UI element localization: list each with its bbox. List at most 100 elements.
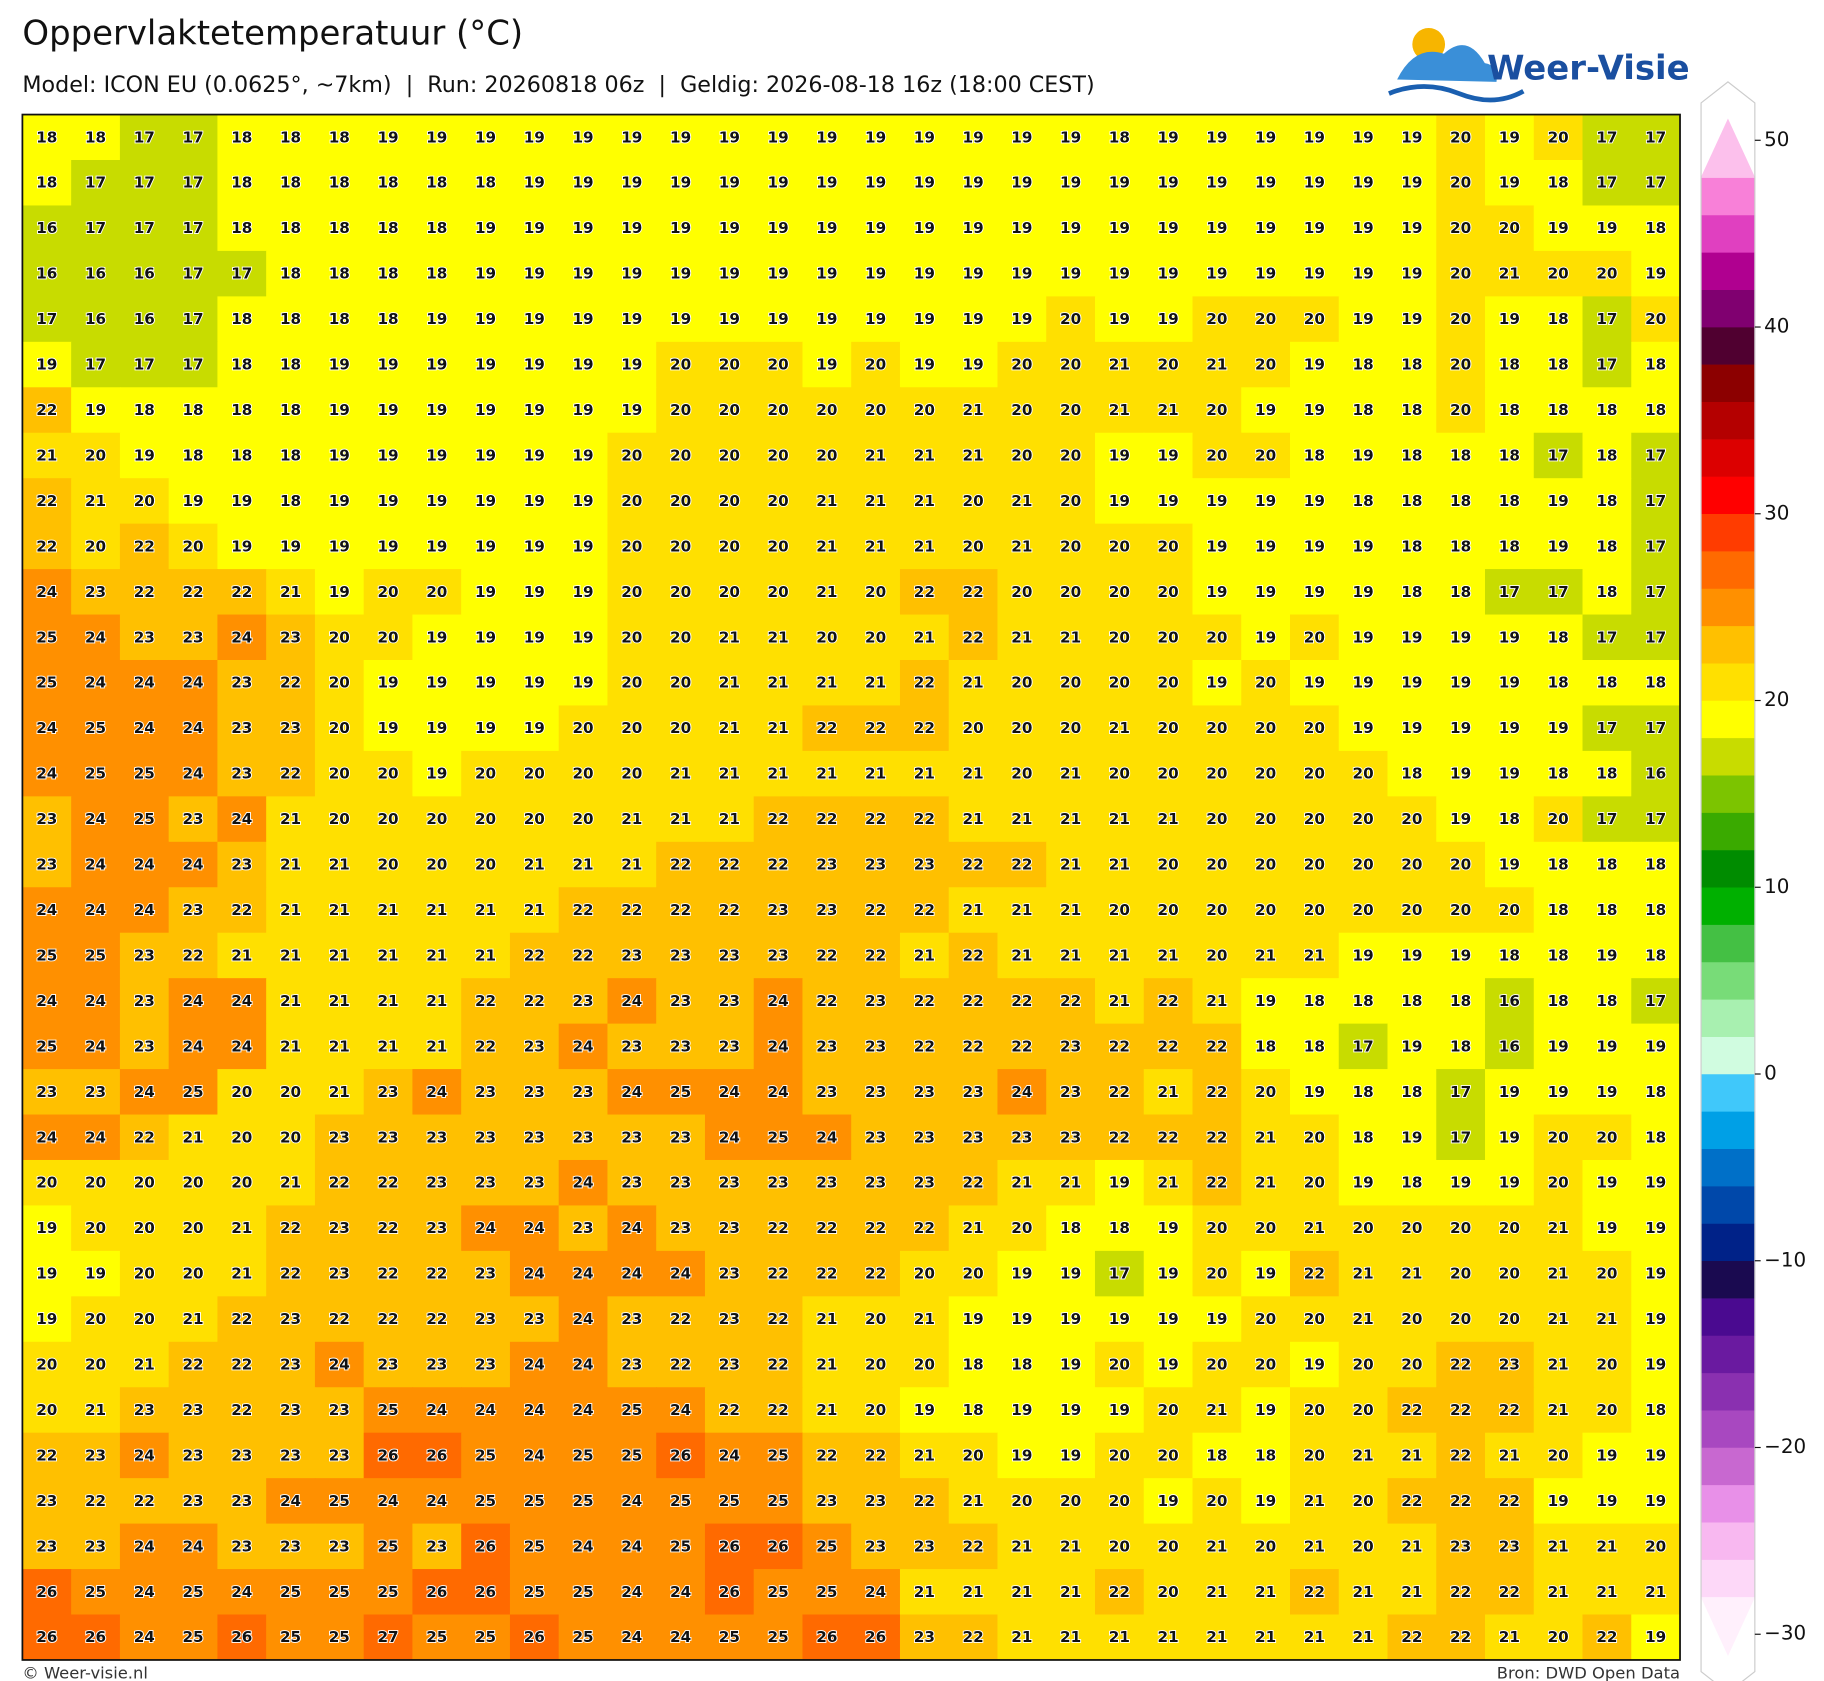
temperature-label: 20 — [670, 401, 691, 419]
temperature-label: 22 — [914, 583, 935, 601]
temperature-label: 20 — [719, 401, 740, 419]
temperature-label: 19 — [1499, 674, 1520, 692]
temperature-label: 21 — [914, 1310, 935, 1328]
temperature-cell — [1582, 659, 1632, 707]
temperature-cell — [1289, 1069, 1340, 1116]
temperature-label: 22 — [1109, 1083, 1130, 1101]
temperature-cell — [1485, 1069, 1535, 1116]
temperature-cell — [1533, 1387, 1584, 1434]
temperature-label: 24 — [134, 674, 155, 692]
temperature-label: 20 — [1596, 265, 1617, 283]
temperature-cell — [1046, 978, 1096, 1025]
temperature-cell — [1485, 523, 1535, 570]
temperature-label: 20 — [621, 537, 642, 555]
temperature-label: 25 — [329, 1492, 350, 1510]
temperature-cell — [363, 614, 414, 661]
temperature-cell — [1387, 1387, 1437, 1434]
temperature-cell — [119, 1296, 170, 1343]
temperature-cell — [851, 114, 901, 161]
temperature-label: 21 — [1255, 1128, 1276, 1146]
temperature-label: 19 — [182, 492, 203, 510]
temperature-cell — [412, 750, 462, 797]
temperature-label: 21 — [377, 901, 398, 919]
temperature-label: 21 — [85, 492, 106, 510]
temperature-label: 20 — [1206, 719, 1227, 737]
temperature-label: 18 — [426, 265, 447, 283]
temperature-label: 19 — [1304, 401, 1325, 419]
temperature-cell — [753, 750, 804, 797]
temperature-cell — [119, 887, 170, 934]
temperature-cell — [1338, 1614, 1389, 1661]
temperature-cell — [266, 659, 316, 707]
temperature-label: 25 — [816, 1537, 837, 1555]
temperature-label: 19 — [1645, 1174, 1666, 1192]
temperature-cell — [558, 705, 609, 752]
temperature-label: 23 — [621, 1174, 642, 1192]
temperature-cell — [753, 387, 804, 434]
temperature-cell — [899, 978, 950, 1025]
temperature-label: 21 — [1011, 537, 1032, 555]
temperature-cell — [217, 1296, 267, 1343]
temperature-label: 20 — [182, 1174, 203, 1192]
temperature-cell — [1436, 1205, 1486, 1252]
temperature-cell — [266, 1569, 316, 1616]
temperature-label: 17 — [1645, 992, 1666, 1010]
temperature-label: 25 — [572, 1446, 593, 1464]
temperature-cell — [461, 1614, 511, 1661]
temperature-cell — [1436, 1569, 1486, 1616]
temperature-label: 19 — [572, 265, 593, 283]
temperature-cell — [656, 205, 706, 252]
temperature-cell — [314, 1069, 365, 1116]
temperature-label: 20 — [670, 583, 691, 601]
temperature-label: 18 — [1548, 401, 1569, 419]
temperature-cell — [314, 887, 365, 934]
temperature-cell — [1289, 796, 1340, 843]
temperature-label: 19 — [1158, 310, 1179, 328]
temperature-label: 17 — [182, 310, 203, 328]
temperature-cell — [22, 1114, 72, 1161]
temperature-cell — [1631, 1523, 1681, 1570]
temperature-label: 19 — [1499, 310, 1520, 328]
colorbar-band — [1700, 550, 1756, 589]
temperature-label: 18 — [1206, 1446, 1227, 1464]
colorbar-band — [1700, 513, 1756, 552]
temperature-label: 20 — [1109, 1356, 1130, 1374]
temperature-label: 20 — [816, 628, 837, 646]
temperature-cell — [1436, 250, 1486, 297]
temperature-cell — [1631, 659, 1681, 707]
temperature-label: 19 — [524, 446, 545, 464]
temperature-label: 21 — [816, 1310, 837, 1328]
temperature-label: 21 — [768, 765, 789, 783]
temperature-label: 19 — [816, 174, 837, 192]
temperature-cell — [704, 1523, 755, 1570]
temperature-cell — [1338, 841, 1389, 888]
temperature-label: 18 — [231, 219, 252, 237]
temperature-label: 19 — [1450, 765, 1471, 783]
temperature-cell — [899, 478, 950, 525]
temperature-label: 19 — [1255, 628, 1276, 646]
temperature-label: 16 — [1645, 765, 1666, 783]
temperature-label: 18 — [280, 174, 301, 192]
temperature-cell — [753, 1341, 804, 1388]
temperature-cell — [1485, 750, 1535, 797]
temperature-label: 24 — [621, 1083, 642, 1101]
temperature-label: 19 — [963, 265, 984, 283]
temperature-label: 20 — [1304, 719, 1325, 737]
temperature-label: 19 — [1353, 583, 1374, 601]
temperature-cell — [997, 887, 1047, 934]
temperature-label: 22 — [816, 1446, 837, 1464]
temperature-label: 20 — [1499, 1310, 1520, 1328]
temperature-cell — [71, 250, 121, 297]
temperature-label: 20 — [1353, 856, 1374, 874]
temperature-label: 22 — [426, 1310, 447, 1328]
temperature-cell — [948, 1432, 999, 1479]
temperature-cell — [1387, 1159, 1437, 1207]
temperature-cell — [704, 1387, 755, 1434]
temperature-label: 22 — [572, 946, 593, 964]
temperature-cell — [1485, 1432, 1535, 1479]
temperature-label: 24 — [524, 1265, 545, 1283]
temperature-label: 25 — [182, 1583, 203, 1601]
temperature-label: 22 — [1450, 1446, 1471, 1464]
temperature-label: 17 — [1109, 1265, 1130, 1283]
temperature-label: 19 — [1206, 128, 1227, 146]
